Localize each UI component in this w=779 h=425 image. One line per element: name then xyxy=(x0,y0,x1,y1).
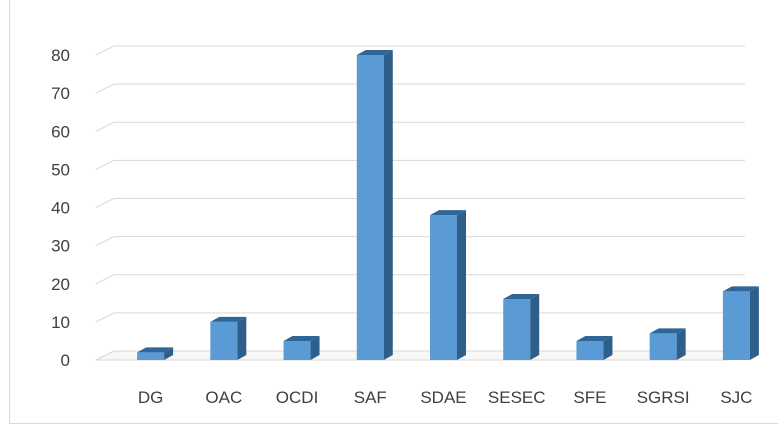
bar-side xyxy=(676,328,686,360)
gridline-depth xyxy=(95,121,115,132)
bar-top xyxy=(137,347,174,353)
bar xyxy=(137,352,165,360)
bar-top xyxy=(356,50,393,55)
gridline-depth xyxy=(95,198,115,208)
y-tick-label: 10 xyxy=(51,313,70,332)
y-tick-label: 0 xyxy=(61,351,70,370)
bar xyxy=(283,340,311,360)
y-tick-label: 20 xyxy=(51,275,70,294)
bar-top xyxy=(722,286,759,292)
gridline-depth xyxy=(95,159,115,170)
y-tick-label: 40 xyxy=(51,199,70,218)
gridline-depth xyxy=(95,236,115,247)
bar-top xyxy=(576,335,613,341)
bar xyxy=(503,299,531,360)
bar xyxy=(430,215,457,360)
y-tick-label: 70 xyxy=(51,84,70,103)
chart-floor xyxy=(95,350,746,361)
bar xyxy=(576,340,604,360)
x-tick-label: SJC xyxy=(720,388,752,407)
x-tick-label: SESEC xyxy=(488,388,546,407)
bar-side xyxy=(237,316,247,360)
bar-side xyxy=(749,286,759,360)
gridline-depth xyxy=(95,274,115,285)
bar xyxy=(649,333,677,360)
x-tick-label: SDAE xyxy=(420,388,466,407)
bar xyxy=(722,291,750,360)
gridline-depth xyxy=(95,350,115,361)
x-tick-label: SAF xyxy=(354,388,387,407)
y-tick-label: 60 xyxy=(51,122,70,141)
x-tick-label: SGRSI xyxy=(637,388,690,407)
bar-top xyxy=(649,328,686,334)
gridline-depth xyxy=(95,312,115,323)
x-tick-label: OCDI xyxy=(276,388,319,407)
bar-side xyxy=(310,335,320,360)
x-tick-label: SFE xyxy=(573,388,606,407)
y-tick-label: 80 xyxy=(51,46,70,65)
bar-side xyxy=(164,347,174,360)
bar-top xyxy=(210,316,247,322)
bar xyxy=(210,321,238,360)
bar xyxy=(356,55,384,360)
bar-top xyxy=(283,335,320,341)
bar-top xyxy=(503,294,540,299)
bar-side xyxy=(530,294,540,360)
gridline-depth xyxy=(95,45,115,56)
y-tick-label: 50 xyxy=(51,160,70,179)
x-tick-label: DG xyxy=(138,388,164,407)
bar-side xyxy=(603,335,613,360)
bar-top xyxy=(430,210,466,216)
bar-side xyxy=(383,50,393,360)
x-tick-label: OAC xyxy=(205,388,242,407)
bar-side xyxy=(457,210,466,360)
gridline-depth xyxy=(95,83,115,94)
y-tick-label: 30 xyxy=(51,237,70,256)
